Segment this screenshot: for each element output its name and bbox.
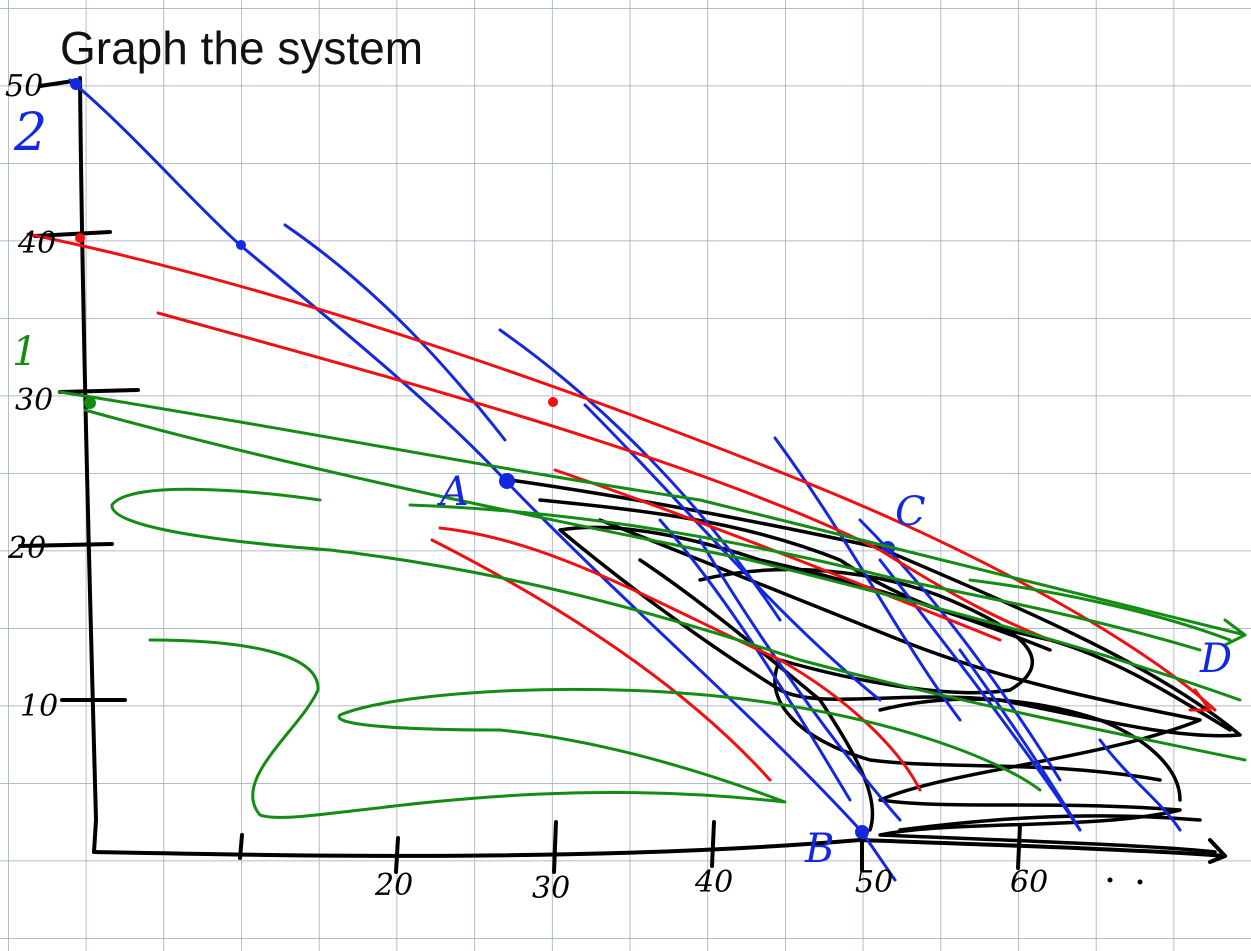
points: [70, 78, 895, 839]
axes: [18, 76, 1227, 874]
line-label: 2: [13, 103, 47, 163]
point-label: D: [1199, 636, 1232, 682]
point-label: B: [804, 826, 834, 872]
y-label: 30: [15, 383, 53, 418]
x-label: 60: [1010, 865, 1048, 900]
point-label: A: [436, 469, 469, 515]
x-label: 50: [855, 865, 893, 900]
x-label: 40: [694, 865, 733, 900]
point: [75, 233, 85, 243]
y-label: 50: [5, 69, 43, 104]
point-label: C: [895, 489, 926, 535]
dot: [1107, 877, 1113, 883]
line-label: 1: [12, 329, 37, 375]
x-label: 20: [374, 868, 413, 903]
title: Graph the system: [60, 22, 423, 74]
y-label: 40: [17, 226, 56, 261]
y-label: 20: [7, 531, 46, 566]
line-1: [58, 390, 1247, 819]
point-labels: A B C D: [436, 469, 1232, 872]
line-2: [68, 78, 1182, 882]
dot: [1137, 879, 1143, 885]
x-label: 30: [532, 871, 570, 906]
point: [548, 397, 558, 407]
axis-labels: 50 40 30 20 10 20 30 40 50 60: [5, 69, 1048, 906]
y-label: 10: [20, 689, 58, 724]
point: [84, 397, 96, 409]
